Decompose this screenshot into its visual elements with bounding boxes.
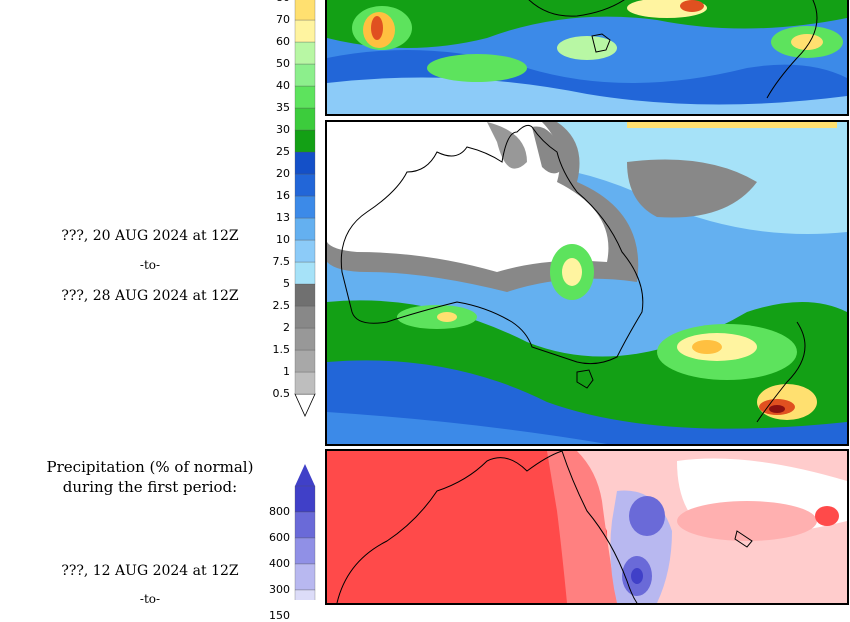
- legend-tick-label: 150: [269, 609, 290, 622]
- legend-tick-label: 0.5: [272, 387, 291, 400]
- legend-tick-label: 400: [269, 557, 290, 570]
- legend-swatch: [294, 327, 316, 351]
- legend-swatch: [294, 537, 316, 565]
- legend-tick-label: 35: [276, 101, 290, 114]
- period-separator: -to-: [139, 258, 161, 272]
- legend-arrow-top: [295, 464, 315, 486]
- period-end: ???, 28 AUG 2024 at 12Z: [61, 288, 239, 304]
- legend-swatch: [294, 563, 316, 591]
- lower-period-start: ???, 12 AUG 2024 at 12Z: [61, 563, 239, 579]
- legend-swatch: [294, 217, 316, 241]
- legend-tick-label: 50: [276, 57, 290, 70]
- legend-tick-label: 30: [276, 123, 290, 136]
- legend-tick-label: 600: [269, 531, 290, 544]
- percent-normal-color-legend: [294, 464, 316, 600]
- legend-tick-label: 7.5: [272, 255, 291, 268]
- legend-swatch: [294, 129, 316, 153]
- legend-tick-label: 60: [276, 35, 290, 48]
- legend-swatch: [294, 305, 316, 329]
- legend-tick-label: 800: [269, 505, 290, 518]
- legend-tick-label: 13: [276, 211, 290, 224]
- legend-tick-label: 2.5: [272, 299, 291, 312]
- legend-tick-label: 25: [276, 145, 290, 158]
- legend-swatch: [294, 261, 316, 285]
- map-panel-top: [325, 0, 849, 116]
- legend-swatch: [294, 349, 316, 373]
- legend-swatch: [294, 485, 316, 513]
- legend-swatch: [294, 107, 316, 131]
- legend-tick-label: 1.5: [272, 343, 291, 356]
- lower-title-line2: during the first period:: [62, 478, 238, 496]
- legend-tick-label: 5: [283, 277, 290, 290]
- legend-tick-label: 40: [276, 79, 290, 92]
- legend-tick-label: 2: [283, 321, 290, 334]
- legend-swatch: [294, 239, 316, 263]
- legend-tick-label: 300: [269, 583, 290, 596]
- legend-swatch: [294, 511, 316, 539]
- legend-swatch: [294, 41, 316, 65]
- legend-tick-label: 1: [283, 365, 290, 378]
- legend-arrow-bottom: [294, 393, 316, 417]
- legend-swatch: [294, 0, 316, 21]
- precip-color-legend: [294, 0, 316, 417]
- legend-tick-label: 10: [276, 233, 290, 246]
- legend-swatch: [294, 85, 316, 109]
- legend-swatch: [294, 19, 316, 43]
- legend-swatch: [294, 151, 316, 175]
- lower-period-separator: -to-: [139, 592, 161, 606]
- map-panel-bottom: [325, 449, 849, 605]
- map-panel-middle: [325, 120, 849, 446]
- legend-swatch: [294, 283, 316, 307]
- legend-tick-label: 16: [276, 189, 290, 202]
- legend-swatch: [294, 173, 316, 197]
- legend-swatch: [294, 195, 316, 219]
- period-start: ???, 20 AUG 2024 at 12Z: [61, 228, 239, 244]
- legend-swatch: [294, 589, 316, 600]
- legend-swatch: [294, 371, 316, 395]
- lower-title-line1: Precipitation (% of normal): [46, 458, 254, 476]
- legend-tick-label: 20: [276, 167, 290, 180]
- legend-swatch: [294, 63, 316, 87]
- legend-tick-label: 80: [262, 0, 290, 4]
- legend-tick-label: 70: [276, 13, 290, 26]
